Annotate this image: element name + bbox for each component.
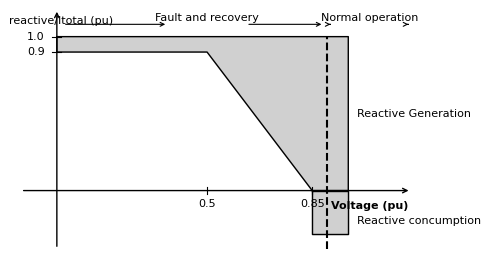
Text: Normal operation: Normal operation: [321, 13, 418, 23]
Text: reactive/Itotal (pu): reactive/Itotal (pu): [9, 16, 113, 26]
Text: Fault and recovery: Fault and recovery: [155, 13, 259, 23]
Text: Reactive Generation: Reactive Generation: [357, 109, 471, 119]
Text: 0.85: 0.85: [300, 199, 325, 209]
Text: 1.0: 1.0: [27, 32, 45, 42]
Text: Voltage (pu): Voltage (pu): [331, 201, 408, 211]
Text: 0.9: 0.9: [27, 47, 45, 57]
Polygon shape: [57, 37, 348, 191]
Text: Reactive concumption: Reactive concumption: [357, 216, 482, 226]
Text: 0.5: 0.5: [198, 199, 216, 209]
Polygon shape: [312, 191, 348, 234]
